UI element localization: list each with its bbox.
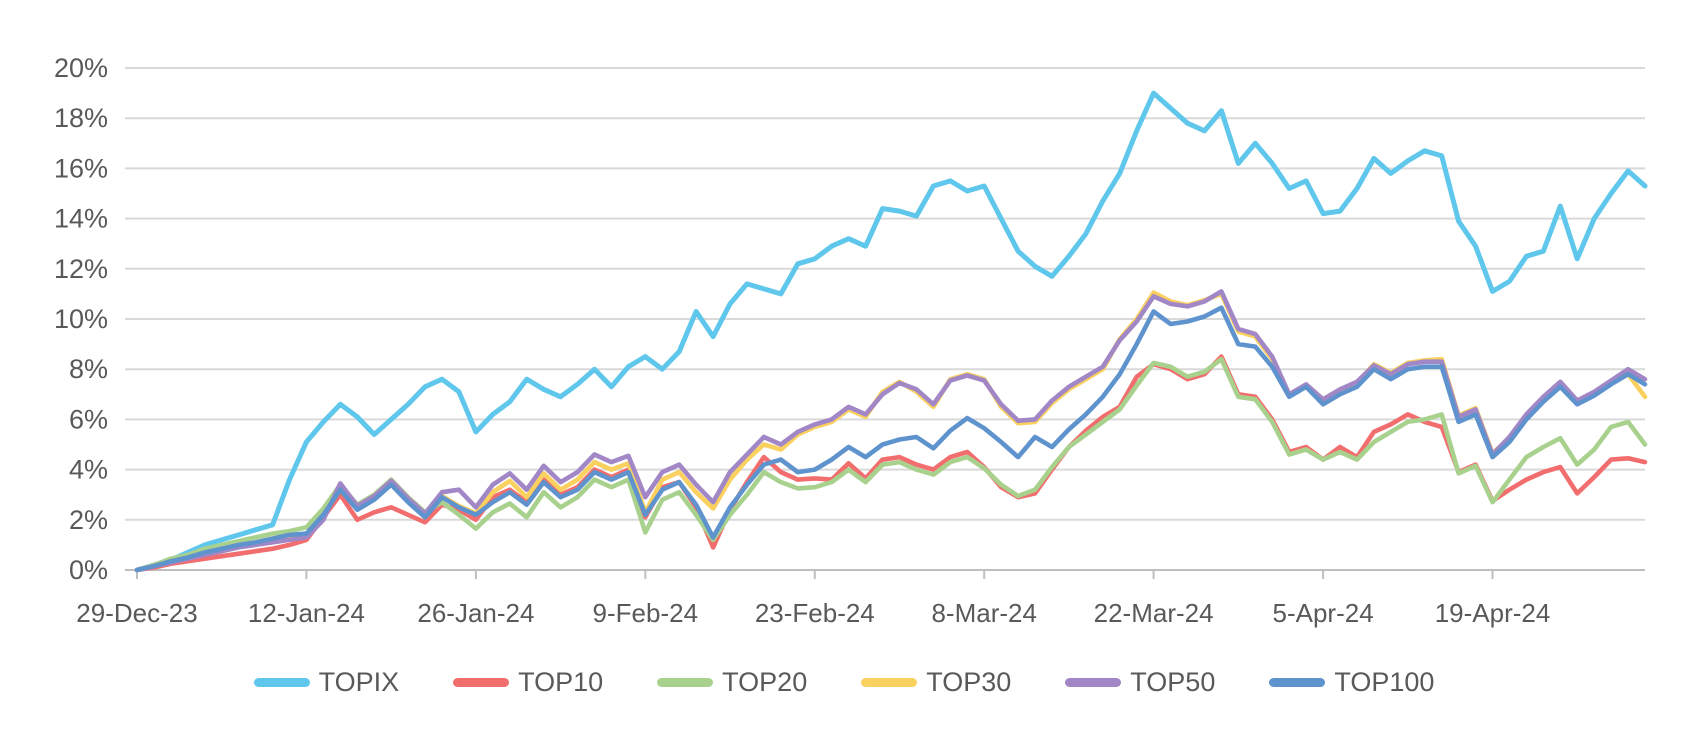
chart-legend: TOPIX TOP10 TOP20 TOP30 TOP50 TOP100	[0, 669, 1688, 696]
series-line-top30	[134, 290, 1648, 573]
y-tick-label: 20%	[54, 53, 108, 83]
legend-label-top30: TOP30	[926, 667, 1012, 697]
series-lines	[134, 90, 1648, 573]
legend-swatch-top100	[1269, 678, 1326, 687]
x-axis-tick-labels: 29-Dec-23 12-Jan-24 26-Jan-24 9-Feb-24 23-Fe…	[76, 598, 1550, 628]
y-tick-label: 2%	[69, 505, 108, 535]
y-tick-label: 16%	[54, 153, 108, 183]
legend-label-top100: TOP100	[1334, 667, 1435, 697]
x-tick-label: 8-Mar-24	[931, 598, 1036, 628]
series-line-top10	[134, 354, 1648, 573]
y-tick-label: 4%	[69, 455, 108, 485]
series-line-top50	[134, 289, 1648, 573]
x-tick-label: 9-Feb-24	[593, 598, 699, 628]
legend-label-top20: TOP20	[722, 667, 808, 697]
x-tick-label: 19-Apr-24	[1435, 598, 1551, 628]
y-tick-label: 12%	[54, 254, 108, 284]
legend-item-top100: TOP100	[1269, 669, 1434, 696]
legend-item-top50: TOP50	[1065, 669, 1215, 696]
legend-item-topix: TOPIX	[253, 667, 400, 697]
legend-swatch-top10	[453, 678, 510, 687]
legend-swatch-top50	[1065, 678, 1122, 687]
y-axis-tick-labels: 0% 2% 4% 6% 8% 10% 12% 14% 16% 18% 20%	[54, 53, 108, 585]
x-tick-label: 29-Dec-23	[76, 598, 197, 628]
x-tick-label: 22-Mar-24	[1094, 598, 1214, 628]
legend-label-top50: TOP50	[1130, 667, 1216, 697]
axes	[136, 570, 1494, 579]
legend-swatch-top20	[657, 678, 714, 687]
gridlines	[125, 67, 1645, 571]
series-line-topix	[134, 90, 1648, 573]
x-tick-label: 12-Jan-24	[248, 598, 365, 628]
x-tick-label: 5-Apr-24	[1273, 598, 1374, 628]
legend-swatch-topix	[253, 678, 310, 687]
legend-item-top20: TOP20	[657, 669, 807, 696]
y-tick-label: 6%	[69, 404, 108, 434]
legend-label-top10: TOP10	[518, 667, 604, 697]
y-tick-label: 18%	[54, 103, 108, 133]
series-line-top100	[134, 305, 1648, 573]
legend-item-top10: TOP10	[453, 669, 603, 696]
x-tick-label: 23-Feb-24	[755, 598, 875, 628]
y-tick-label: 10%	[54, 304, 108, 334]
legend-swatch-top30	[861, 678, 918, 687]
legend-label-topix: TOPIX	[318, 667, 400, 697]
y-tick-label: 14%	[54, 204, 108, 234]
y-tick-label: 8%	[69, 354, 108, 384]
y-tick-label: 0%	[69, 555, 108, 585]
x-tick-label: 26-Jan-24	[417, 598, 534, 628]
legend-item-top30: TOP30	[861, 669, 1011, 696]
